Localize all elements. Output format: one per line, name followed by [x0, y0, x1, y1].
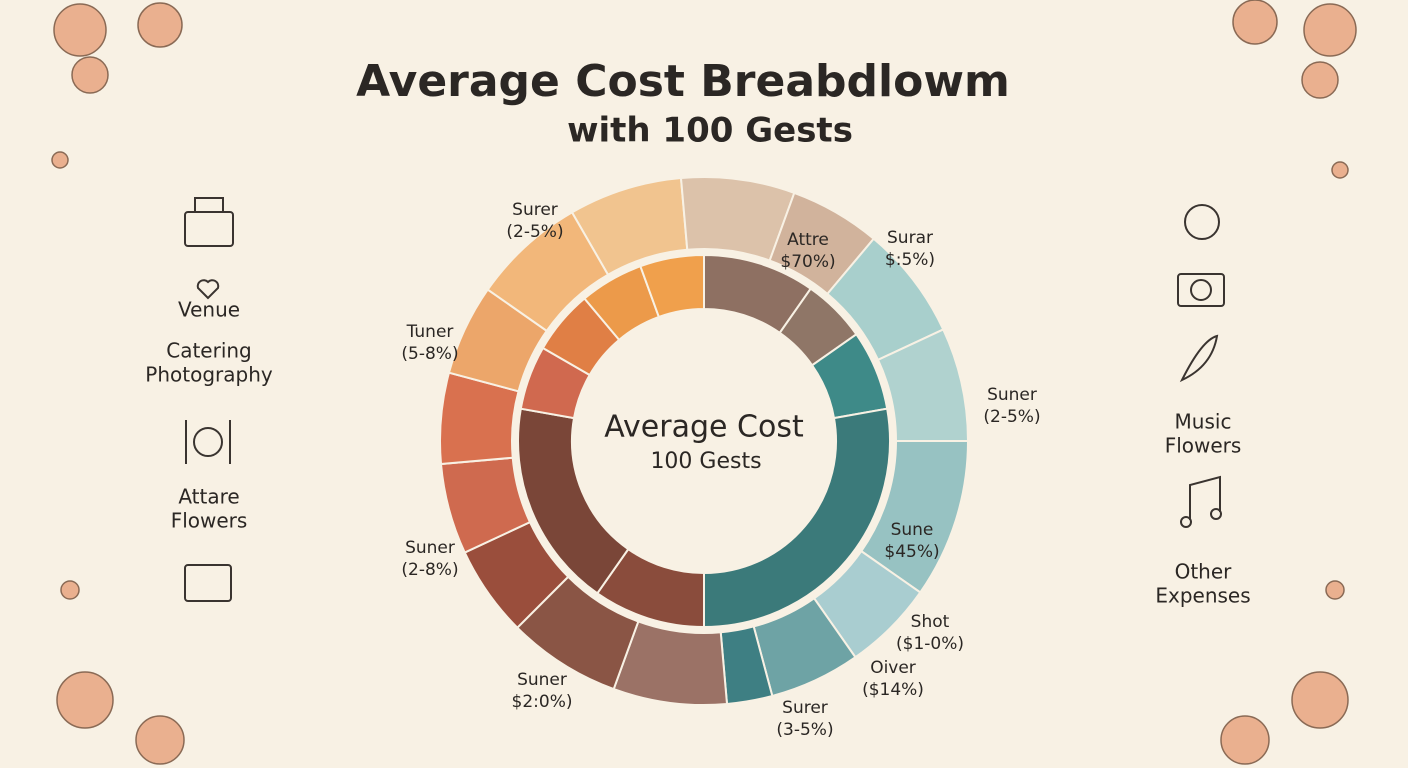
ring-label-name: Surer	[512, 200, 558, 220]
ring-label-name: Suner	[517, 670, 567, 690]
center-title: Average Cost	[604, 410, 804, 445]
ring-label-note: ($1-0%)	[896, 634, 964, 654]
icons	[184, 197, 1225, 602]
center-subtitle: 100 Gests	[650, 449, 761, 474]
ring-label-name: Surar	[887, 228, 933, 248]
ring-label-note: (2-8%)	[401, 560, 458, 580]
ring-label-name: Surer	[782, 698, 828, 718]
donut	[439, 176, 970, 706]
ring-label-note: (2-5%)	[506, 222, 563, 242]
ring-label-note: $2:0%)	[512, 692, 573, 712]
ring-label-note: ($14%)	[862, 680, 924, 700]
side-label: Photography	[145, 363, 273, 387]
ring-segment	[486, 211, 610, 333]
ring-segment	[639, 253, 705, 319]
ring-label-name: Shot	[911, 612, 950, 632]
ring-label-note: $70%)	[780, 252, 835, 272]
side-label: Attare	[178, 485, 239, 509]
side-label: Music	[1175, 410, 1232, 434]
side-label: Other	[1175, 560, 1233, 584]
side-label: Expenses	[1155, 584, 1250, 608]
ring-label-name: Tuner	[406, 322, 454, 342]
side-label: Flowers	[171, 509, 248, 533]
ring-label-name: Attre	[787, 230, 829, 250]
subtitle: with 100 Gests	[567, 111, 853, 151]
floral-decoration	[51, 0, 1357, 765]
ring-label-name: Oiver	[870, 658, 916, 678]
title: Average Cost Breabdlowm	[356, 56, 1010, 107]
side-label: Flowers	[1165, 434, 1242, 458]
side-label: Catering	[166, 339, 252, 363]
ring-label-name: Suner	[987, 385, 1037, 405]
ring-label-note: $45%)	[884, 542, 939, 562]
ring-label-note: $:5%)	[885, 250, 935, 270]
ring-label-note: (2-5%)	[983, 407, 1040, 427]
ring-label-note: (5-8%)	[401, 344, 458, 364]
ring-label-name: Sune	[891, 520, 934, 540]
side-label: Venue	[178, 298, 240, 322]
ring-label-note: (3-5%)	[776, 720, 833, 740]
ring-label-name: Suner	[405, 538, 455, 558]
